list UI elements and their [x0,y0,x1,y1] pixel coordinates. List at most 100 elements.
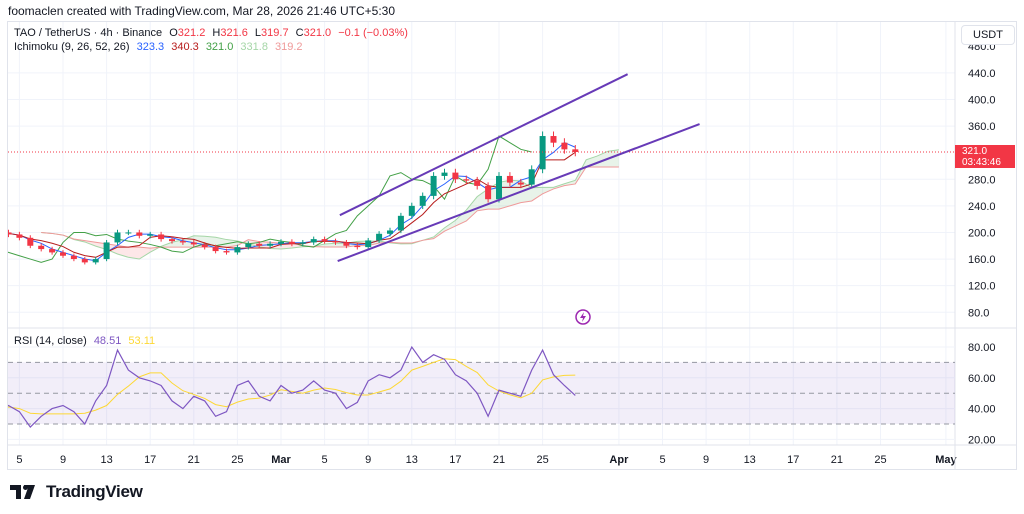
candle-body [136,232,143,236]
lightning-icon [575,309,591,325]
time-tick: 25 [874,454,886,466]
candle-body [169,239,175,242]
candle-body [60,252,66,256]
rsi-ma-line [8,358,576,415]
price-tick: 360.0 [968,121,996,133]
candle-body [299,242,306,244]
ichimoku-cloud-segment [466,196,478,221]
trend-line [337,123,700,262]
candle-body [430,175,437,196]
candle-body [8,232,12,235]
candle-body [201,244,208,248]
candle-body [506,175,513,183]
symbol-name: TAO / TetherUS · 4h · Binance [14,27,163,39]
candle-body [212,247,219,252]
rsi-tick: 60.00 [968,373,996,385]
time-tick: 5 [322,454,328,466]
candle-body [376,233,383,241]
candle-body [179,241,186,243]
span-b-value: 319.2 [275,41,303,53]
candle-body [125,232,132,234]
time-tick: 21 [188,454,200,466]
time-tick: 9 [365,454,371,466]
ichimoku-cloud-segment [531,187,543,201]
candle-body [288,241,295,244]
time-tick: 13 [406,454,418,466]
candle-body [310,239,317,243]
candle-body [27,237,34,246]
lightning-icon-bolt [580,312,586,322]
price-tick: 200.0 [968,227,996,239]
candle-body [354,245,361,248]
change-value: −0.1 (−0.03%) [338,27,408,39]
time-tick: 5 [16,454,22,466]
candle-body [321,239,328,242]
tradingview-logo-icon [10,485,35,499]
currency-button[interactable]: USDT [961,25,1015,45]
span-a-value: 331.8 [240,41,268,53]
trend-line [339,73,629,217]
price-tick: 440.0 [968,68,996,80]
time-tick: 21 [493,454,505,466]
rsi-value: 48.51 [93,335,122,347]
tradingview-logo[interactable]: TradingView [10,482,143,502]
time-tick: 25 [231,454,243,466]
price-tick: 80.0 [968,307,989,319]
rsi-ma-value: 53.11 [128,335,156,347]
candle-body [103,242,110,260]
time-tick: 21 [831,454,843,466]
rsi-tick: 40.00 [968,404,996,416]
time-tick: Apr [609,454,629,466]
candle-body [267,243,274,246]
candle-body [397,215,404,231]
price-tick: 240.0 [968,201,996,213]
rsi-pane [8,345,576,429]
ichimoku-legend[interactable]: Ichimoku (9, 26, 52, 26) 323.3 340.3 321… [14,41,303,53]
candle-body [539,136,546,170]
candle-body [496,175,502,200]
candle-body [561,142,568,150]
candle-body [528,169,535,185]
ichimoku-span-b [41,166,619,249]
chart-credit: foomaclen created with TradingView.com, … [8,4,395,18]
chart-frame [7,21,1017,470]
candle-body [81,259,88,263]
time-tick: 25 [536,454,548,466]
candle-body [452,172,459,180]
ichimoku-cloud-segment [444,220,456,232]
candle-body [245,243,252,248]
low-value: 319.7 [261,27,289,39]
candle-body [0,232,1,233]
time-tick: 9 [60,454,66,466]
rsi-tick: 20.00 [968,434,996,446]
rsi-legend[interactable]: RSI (14, close) 48.51 53.11 [14,335,156,347]
symbol-legend[interactable]: TAO / TetherUS · 4h · Binance O321.2 H32… [14,27,408,39]
candle-body [38,245,45,250]
price-pane [0,73,955,325]
last-price-tag: 321.0 03:43:46 [955,145,1015,168]
ichimoku-span-a [41,149,619,260]
base-value: 340.3 [171,41,199,53]
candle-body [343,242,350,246]
candle-body [147,234,154,236]
ichimoku-cloud-segment [128,247,140,259]
time-tick: Mar [271,454,291,466]
time-tick: 5 [659,454,665,466]
candle-body [16,234,23,238]
candle-body [517,182,524,185]
candle-body [441,172,448,176]
price-tick: 120.0 [968,281,996,293]
candle-body [419,195,426,206]
candle-body [49,249,56,253]
price-tick: 400.0 [968,94,996,106]
candle-body [223,251,230,253]
time-tick: 13 [100,454,112,466]
ichimoku-cloud-segment [226,239,238,248]
candle-body [92,259,99,263]
candle-body [114,232,121,243]
rsi-line [8,345,576,429]
high-value: 321.6 [220,27,248,39]
candle-body [572,149,579,152]
candle-body [365,240,372,248]
